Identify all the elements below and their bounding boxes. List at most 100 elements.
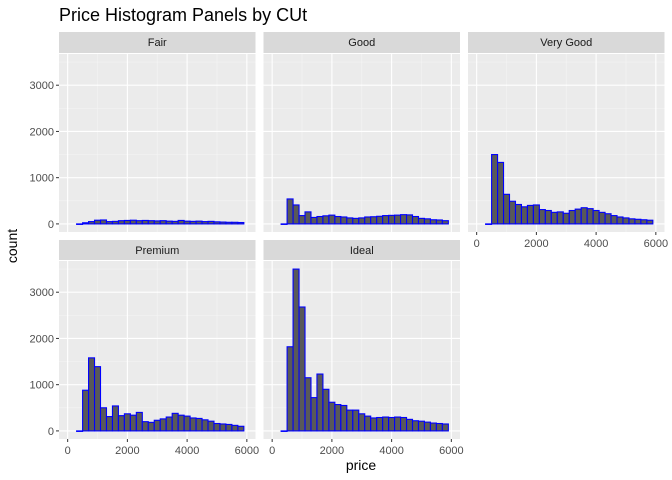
histogram-bar (502, 193, 511, 225)
histogram-bar (400, 214, 408, 225)
histogram-bar (213, 221, 221, 225)
histogram-bar (322, 388, 330, 432)
histogram-bar (334, 215, 342, 225)
histogram-bar (394, 214, 402, 225)
histogram-bar (105, 221, 114, 225)
histogram-bar (219, 221, 227, 225)
histogram-bar (82, 222, 90, 225)
facet-panel-ideal: Ideal 0 2000 4000 6000 (263, 240, 464, 457)
histogram-bar (304, 377, 312, 432)
histogram-bar (334, 404, 342, 432)
facet-strip-label: Good (348, 37, 375, 49)
histogram-bar (135, 411, 143, 432)
histogram-bar (370, 216, 378, 225)
histogram-bar (508, 200, 517, 225)
histogram-bar (411, 420, 420, 432)
histogram-bar (310, 397, 318, 432)
histogram-bar (405, 214, 414, 225)
histogram-bar (435, 219, 443, 225)
histogram-bar (394, 416, 402, 432)
histogram-bar (640, 219, 648, 225)
x-tick-label: 2000 (320, 445, 344, 457)
histogram-bar (346, 217, 354, 225)
histogram-bar (634, 218, 642, 225)
histogram-bar (135, 220, 143, 225)
facet-strip-label: Very Good (540, 37, 592, 49)
histogram-bar (201, 221, 209, 225)
histogram-bar (514, 203, 523, 225)
facet-panels: Fair 0 1000 2000 3000 Good Very Good 0 2000 4000 6… (30, 32, 668, 457)
histogram-bar (129, 414, 137, 432)
histogram-bar (117, 220, 125, 225)
histogram-bar (195, 220, 203, 225)
histogram-bar (189, 417, 197, 432)
histogram-bar (598, 211, 606, 225)
histogram-bar (147, 421, 155, 432)
histogram-bar (322, 215, 330, 225)
histogram-bar (88, 357, 96, 432)
histogram-bar (141, 421, 149, 432)
histogram-bar (441, 423, 449, 432)
histogram-bar (153, 419, 161, 432)
histogram-bar (328, 401, 336, 432)
histogram-bar (586, 208, 594, 225)
histogram-bar (520, 206, 528, 225)
histogram-bar (340, 404, 348, 432)
histogram-bar (568, 209, 576, 225)
histogram-bar (556, 211, 564, 225)
facet-strip (468, 32, 665, 53)
histogram-bar (213, 422, 221, 432)
histogram-bar (147, 220, 155, 225)
histogram-bar (364, 415, 372, 432)
x-tick-label: 0 (474, 238, 480, 250)
histogram-bar (177, 414, 185, 432)
histogram-bar (604, 213, 612, 225)
histogram-bar (304, 211, 312, 225)
histogram-bar (497, 161, 505, 225)
histogram-bar (292, 268, 300, 432)
histogram-bar (616, 216, 624, 225)
y-tick-label: 3000 (30, 287, 54, 299)
facet-strip (263, 240, 460, 260)
histogram-bar (292, 204, 300, 225)
x-tick-label: 4000 (584, 238, 608, 250)
histogram-bar (76, 430, 84, 432)
facet-panel-premium: Premium 0 1000 2000 3000 0 2000 4000 6000 (30, 240, 259, 457)
x-tick-label: 0 (65, 445, 71, 457)
facet-strip-label: Ideal (350, 245, 374, 257)
histogram-bar (117, 415, 125, 432)
histogram-bar (423, 218, 431, 225)
histogram-bar (340, 216, 348, 225)
histogram-bar (388, 214, 396, 225)
x-tick-label: 2000 (115, 445, 139, 457)
histogram-bar (435, 422, 443, 432)
facet-strip (263, 32, 460, 53)
histogram-bar (316, 373, 324, 432)
histogram-bar (538, 209, 546, 225)
histogram-bar (183, 415, 191, 432)
histogram-bar (491, 154, 499, 225)
histogram-bar (580, 207, 588, 225)
histogram-bar (298, 215, 306, 225)
histogram-bar (171, 412, 179, 432)
histogram-bar (286, 346, 294, 432)
histogram-bar (93, 219, 102, 225)
histogram-bar (231, 424, 239, 432)
y-axis-title: count (4, 229, 20, 263)
histogram-bar (159, 418, 167, 432)
histogram-bar (237, 221, 245, 225)
y-tick-label: 1000 (30, 380, 54, 392)
histogram-bar (562, 212, 570, 225)
histogram-bar (99, 407, 108, 432)
histogram-bar (628, 218, 636, 225)
histogram-bar (177, 219, 185, 225)
histogram-bar (352, 409, 360, 432)
histogram-bar (286, 198, 294, 225)
histogram-bar (183, 220, 191, 225)
histogram-bar (429, 422, 437, 432)
chart-title: Price Histogram Panels by CUt (59, 5, 307, 25)
histogram-bar (485, 223, 493, 225)
y-tick-label: 3000 (30, 80, 54, 92)
x-tick-label: 6000 (235, 445, 259, 457)
histogram-bar (382, 215, 390, 225)
